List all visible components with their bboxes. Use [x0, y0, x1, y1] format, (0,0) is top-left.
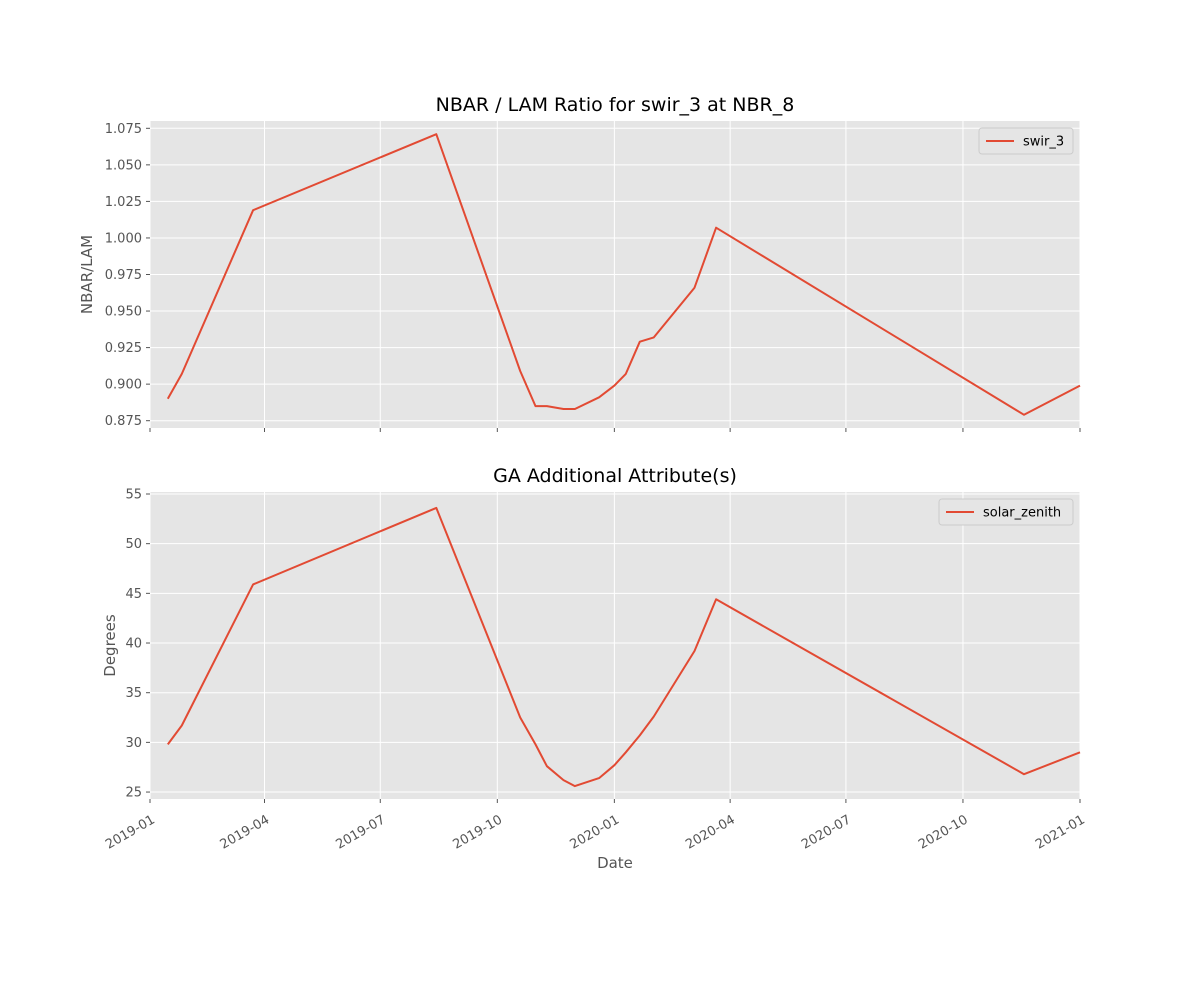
y-tick-label: 0.900: [105, 378, 142, 393]
y-tick-label: 50: [125, 537, 142, 552]
y-tick-label: 30: [125, 736, 142, 751]
legend-box-1: [938, 498, 1074, 526]
y-tick-label: 1.025: [105, 195, 142, 210]
y-tick-label: 1.075: [105, 122, 142, 137]
series-group-1: [166, 506, 1081, 788]
y-tick-label: 1.050: [105, 158, 142, 173]
chart-title-0: NBAR / LAM Ratio for swir_3 at NBR_8: [436, 94, 795, 116]
plot-nbar-lam-ratio: 0.875 0.900 0.925 0.950 0.975 1.000 1.025 1.050…: [78, 94, 1081, 432]
series-line-swir-3: [166, 133, 1081, 416]
y-axis-label-0: NBAR/LAM: [78, 235, 96, 314]
series-group-0: [166, 133, 1081, 416]
y-tick-label: 35: [125, 686, 142, 701]
legend-0: swir_3: [978, 127, 1074, 155]
legend-label-swir-3: swir_3: [1023, 135, 1064, 150]
y-ticks-1: 25 30 35 40 45 50 55: [125, 487, 150, 801]
legend-1: solar_zenith: [938, 498, 1074, 526]
chart-title-1: GA Additional Attribute(s): [493, 465, 737, 487]
gridlines-1: [149, 492, 1081, 799]
plot-area-1: [150, 492, 1080, 799]
y-tick-label: 40: [125, 637, 142, 652]
y-ticks-0: 0.875 0.900 0.925 0.950 0.975 1.000 1.025 1.050…: [105, 122, 150, 429]
y-tick-label: 25: [125, 786, 142, 801]
y-axis-label-1: Degrees: [101, 614, 119, 677]
y-tick-label: 0.875: [105, 414, 142, 429]
y-tick-label: 0.925: [105, 341, 142, 356]
x-ticks-0: [149, 428, 1081, 432]
y-tick-label: 55: [125, 487, 142, 502]
y-tick-label: 45: [125, 587, 142, 602]
y-tick-label: 0.950: [105, 305, 142, 320]
legend-label-solar-zenith: solar_zenith: [983, 506, 1061, 521]
series-line-solar-zenith: [166, 506, 1081, 788]
x-axis-label: Date: [597, 854, 633, 872]
legend-box-0: [978, 127, 1074, 155]
y-tick-label: 0.975: [105, 268, 142, 283]
y-tick-label: 1.000: [105, 231, 142, 246]
